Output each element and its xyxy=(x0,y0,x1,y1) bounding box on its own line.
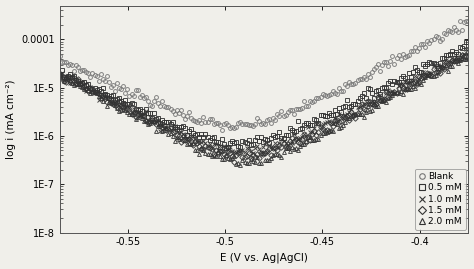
1.5 mM xyxy=(231,160,237,164)
1.5 mM xyxy=(133,115,138,118)
Legend: Blank, 0.5 mM, 1.0 mM, 1.5 mM, 2.0 mM: Blank, 0.5 mM, 1.0 mM, 1.5 mM, 2.0 mM xyxy=(415,169,466,230)
Blank xyxy=(219,128,225,131)
0.5 mM xyxy=(465,41,471,44)
2.0 mM xyxy=(465,56,471,59)
2.0 mM xyxy=(447,65,453,68)
1.5 mM xyxy=(447,62,453,65)
Line: 2.0 mM: 2.0 mM xyxy=(58,56,470,167)
1.5 mM xyxy=(57,72,63,76)
0.5 mM xyxy=(82,80,87,83)
1.0 mM xyxy=(73,79,79,82)
0.5 mM xyxy=(57,74,63,77)
2.0 mM xyxy=(433,73,438,76)
0.5 mM xyxy=(133,107,138,110)
1.0 mM xyxy=(464,48,469,51)
1.0 mM xyxy=(433,65,438,69)
0.5 mM xyxy=(73,79,79,82)
1.0 mM xyxy=(465,52,471,55)
1.0 mM xyxy=(82,87,87,90)
X-axis label: E (V vs. Ag|AgCl): E (V vs. Ag|AgCl) xyxy=(220,253,308,263)
1.5 mM xyxy=(165,128,171,131)
0.5 mM xyxy=(433,62,438,65)
Line: 1.5 mM: 1.5 mM xyxy=(58,50,470,164)
0.5 mM xyxy=(223,146,229,149)
Blank xyxy=(133,89,138,92)
0.5 mM xyxy=(447,52,453,55)
0.5 mM xyxy=(464,40,469,44)
2.0 mM xyxy=(57,73,63,76)
1.5 mM xyxy=(433,70,438,74)
2.0 mM xyxy=(133,117,138,120)
Blank xyxy=(465,20,471,23)
Blank xyxy=(165,106,171,109)
1.5 mM xyxy=(465,50,471,54)
Blank xyxy=(433,34,438,37)
1.0 mM xyxy=(133,109,138,112)
1.0 mM xyxy=(165,128,171,131)
2.0 mM xyxy=(237,164,243,167)
Line: 1.0 mM: 1.0 mM xyxy=(58,47,470,155)
Blank xyxy=(447,29,453,32)
Blank xyxy=(464,19,469,22)
1.5 mM xyxy=(82,86,87,89)
Line: 0.5 mM: 0.5 mM xyxy=(58,40,470,150)
1.0 mM xyxy=(57,73,63,76)
2.0 mM xyxy=(82,88,87,91)
1.0 mM xyxy=(250,152,255,155)
2.0 mM xyxy=(165,133,171,136)
Blank xyxy=(82,68,87,71)
2.0 mM xyxy=(73,83,79,86)
Line: Blank: Blank xyxy=(58,19,470,132)
1.5 mM xyxy=(73,82,79,85)
1.0 mM xyxy=(447,61,453,64)
Y-axis label: log i (mA cm⁻²): log i (mA cm⁻²) xyxy=(6,79,16,159)
0.5 mM xyxy=(165,120,171,123)
Blank xyxy=(57,54,63,57)
Blank xyxy=(73,63,79,66)
